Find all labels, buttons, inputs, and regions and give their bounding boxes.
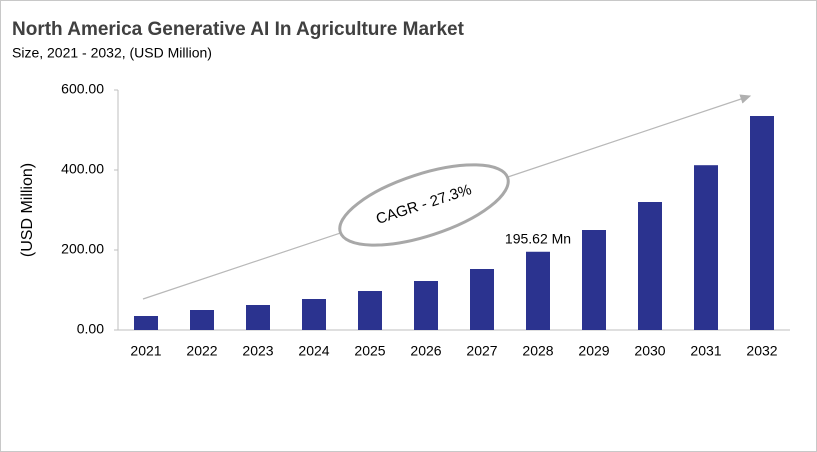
y-tick-label: 200.00 bbox=[61, 241, 104, 257]
x-tick-label: 2022 bbox=[186, 343, 217, 359]
x-tick-label: 2025 bbox=[354, 343, 385, 359]
chart-subtitle: Size, 2021 - 2032, (USD Million) bbox=[12, 45, 212, 61]
y-axis-label: (USD Million) bbox=[19, 163, 36, 257]
bar bbox=[638, 202, 662, 330]
x-tick-label: 2026 bbox=[410, 343, 441, 359]
bar bbox=[694, 165, 718, 330]
bar bbox=[750, 116, 774, 330]
bar bbox=[134, 316, 158, 330]
bar bbox=[582, 230, 606, 330]
x-tick-label: 2030 bbox=[634, 343, 665, 359]
bar bbox=[246, 305, 270, 330]
bar bbox=[470, 269, 494, 330]
y-tick-label: 400.00 bbox=[61, 161, 104, 177]
x-tick-label: 2021 bbox=[130, 343, 161, 359]
x-tick-label: 2032 bbox=[746, 343, 777, 359]
bar bbox=[358, 291, 382, 330]
bar bbox=[414, 281, 438, 330]
value-label: 195.62 Mn bbox=[505, 230, 571, 246]
y-tick-label: 600.00 bbox=[61, 81, 104, 97]
x-tick-label: 2027 bbox=[466, 343, 497, 359]
x-tick-label: 2023 bbox=[242, 343, 273, 359]
x-tick-label: 2028 bbox=[522, 343, 553, 359]
bar bbox=[526, 251, 550, 330]
x-tick-label: 2024 bbox=[298, 343, 329, 359]
y-tick-label: 0.00 bbox=[77, 321, 104, 337]
x-tick-label: 2029 bbox=[578, 343, 609, 359]
x-tick-label: 2031 bbox=[690, 343, 721, 359]
cagr-ellipse bbox=[338, 163, 510, 247]
chart-title: North America Generative AI In Agricultu… bbox=[12, 19, 465, 40]
bar bbox=[190, 310, 214, 330]
bar bbox=[302, 299, 326, 330]
